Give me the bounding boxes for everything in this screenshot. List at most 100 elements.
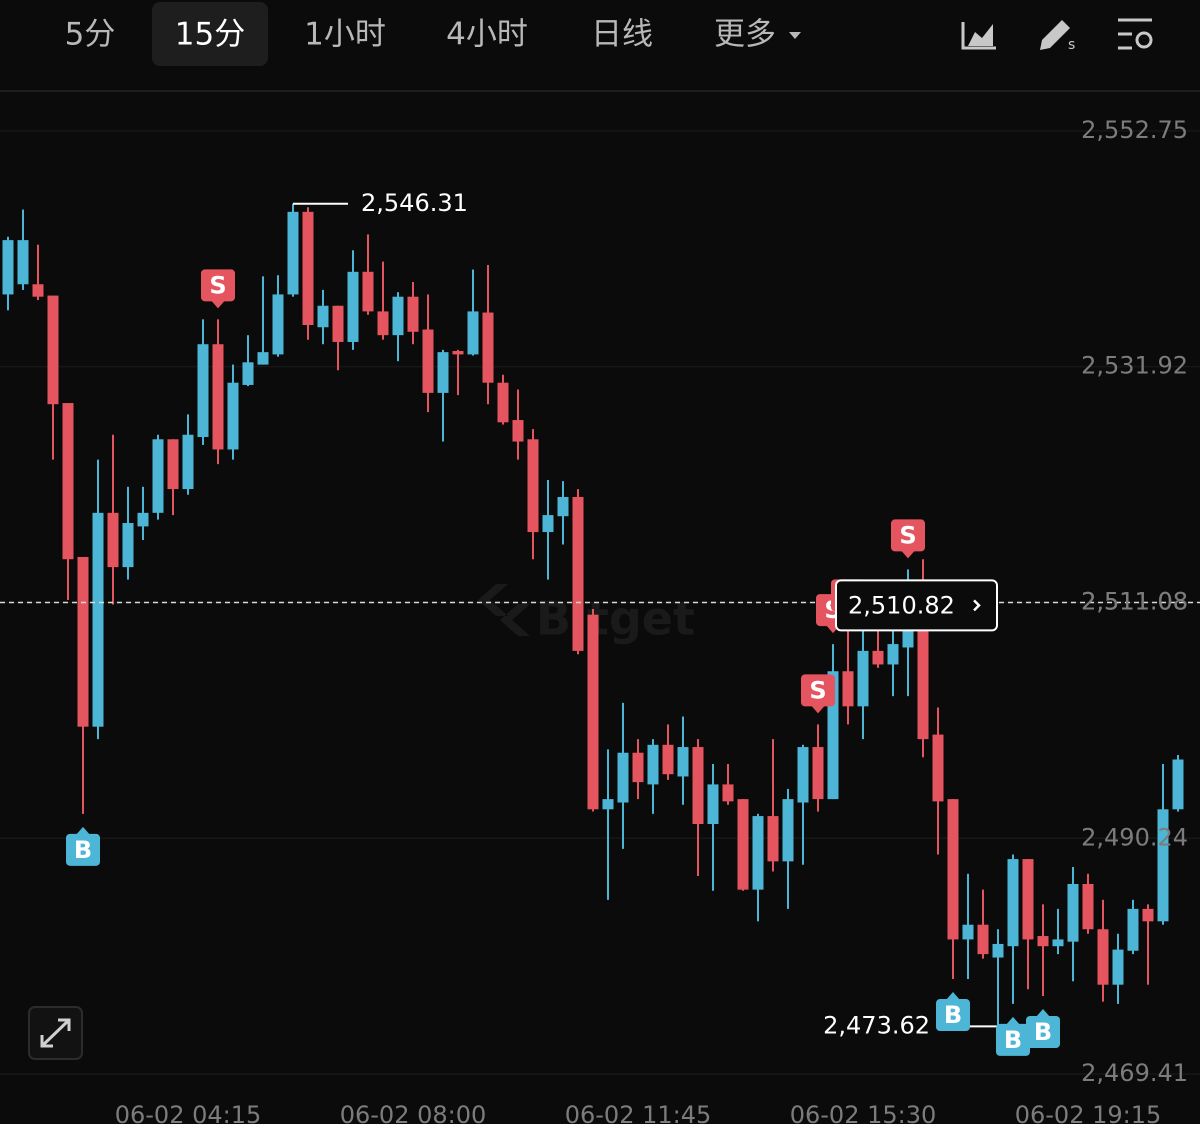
signal-badge <box>801 674 835 707</box>
candle-body <box>1067 883 1079 942</box>
candle-body <box>587 614 599 810</box>
timeframe-tab[interactable]: 5分 <box>65 17 116 53</box>
buy-signal: B <box>1026 1009 1060 1049</box>
candle-body <box>242 362 254 385</box>
candle-body <box>317 305 329 328</box>
timeframe-tabs: 5分 15分 1小时 4小时 日线 更多 <box>65 2 801 66</box>
y-tick-label: 2,552.75 <box>1081 116 1188 144</box>
candle-body <box>542 515 554 533</box>
y-tick-label: 2,469.41 <box>1081 1059 1188 1087</box>
candle-body <box>377 311 389 336</box>
candle-body <box>1112 949 1124 985</box>
candle-body <box>722 784 734 802</box>
signal-badge <box>66 833 100 866</box>
signal-badge <box>1026 1016 1060 1049</box>
candle-body <box>407 296 419 332</box>
candle-body <box>602 799 614 810</box>
candle-body <box>452 351 464 355</box>
candle-body <box>1037 936 1049 947</box>
candle-body <box>392 296 404 336</box>
candle-body <box>737 799 749 890</box>
candle-body <box>257 352 269 365</box>
candle-body <box>1007 859 1019 947</box>
timeframe-tab[interactable]: 日线 <box>591 17 653 53</box>
candle-body <box>962 924 974 940</box>
candle-body <box>617 752 629 803</box>
candle-body <box>557 496 569 517</box>
candle-body <box>122 523 134 568</box>
candle-body <box>422 329 434 393</box>
signal-label: B <box>1034 1018 1052 1046</box>
timeframe-tab[interactable]: 15分 <box>175 17 245 53</box>
candle-body <box>47 295 59 405</box>
candle-body <box>1127 908 1139 951</box>
plot-area: Bitget 06-02 04:15 06-02 08:00 06-02 11:45 0… <box>0 116 1200 1124</box>
chart-type-icon[interactable] <box>961 22 996 50</box>
signal-pointer <box>1036 1009 1050 1018</box>
watermark: Bitget <box>478 584 695 646</box>
candle-body <box>332 305 344 342</box>
timeframe-tab[interactable]: 更多 <box>714 17 776 53</box>
candle-body <box>707 784 719 825</box>
candle-body <box>227 382 239 450</box>
candle-body <box>497 382 509 423</box>
price-tag[interactable]: 2,510.82 <box>835 579 998 632</box>
candle-body <box>1142 908 1154 922</box>
signal-pointer <box>811 705 825 714</box>
x-tick-label: 06-02 11:45 <box>565 1101 712 1124</box>
candle-body <box>872 650 884 665</box>
timeframe-tab[interactable]: 4小时 <box>446 17 528 53</box>
candle-body <box>152 439 164 513</box>
signal-label: B <box>944 1001 962 1029</box>
candle-body <box>632 752 644 783</box>
candle-body <box>167 439 179 490</box>
candle-body <box>782 799 794 862</box>
signal-pointer <box>211 300 225 309</box>
indicator-settings-icon[interactable] <box>1118 18 1153 50</box>
candle-body <box>1097 929 1109 985</box>
buy-signal: B <box>936 992 970 1032</box>
candle-body <box>797 747 809 803</box>
candle-body <box>197 344 209 438</box>
crosshair-label: 2,511.08 <box>1081 587 1188 615</box>
signal-pointer <box>901 550 915 559</box>
sell-signal: S <box>201 269 235 309</box>
expand-button[interactable] <box>28 1006 83 1060</box>
candle-body <box>1082 883 1094 930</box>
candle-body <box>857 650 869 707</box>
signal-pointer <box>76 826 90 835</box>
signal-badge <box>936 999 970 1032</box>
candle-body <box>977 924 989 955</box>
candle-body <box>137 512 149 527</box>
candle-body <box>572 496 584 651</box>
y-tick-label: 2,531.92 <box>1081 352 1188 380</box>
dropdown-caret <box>789 32 801 39</box>
x-tick-label: 06-02 08:00 <box>340 1101 487 1124</box>
signal-label: B <box>74 836 92 864</box>
active-tab-background <box>152 2 268 66</box>
candle-body <box>512 420 524 442</box>
signal-badge <box>201 269 235 302</box>
y-tick-label: 2,511.08 <box>1081 587 1188 615</box>
candle-body <box>362 271 374 312</box>
candle-body <box>992 943 1004 958</box>
watermark-text: Bitget <box>536 592 695 646</box>
candle-body <box>1172 759 1184 810</box>
buy-signal: B <box>66 826 100 866</box>
price-tag-label: 2,510.82 <box>848 591 955 619</box>
candle-body <box>692 747 704 825</box>
sell-signal: S <box>891 519 925 559</box>
timeframe-tab[interactable]: 1小时 <box>304 17 386 53</box>
price-tag-box <box>835 579 998 632</box>
candle-body <box>947 799 959 940</box>
x-tick-label: 06-02 19:15 <box>1015 1101 1162 1124</box>
candle-body <box>272 294 284 355</box>
draw-tool-icon[interactable]: s <box>1040 20 1075 53</box>
candle-body <box>212 344 224 450</box>
candle-body <box>1022 859 1034 940</box>
candle-body <box>347 271 359 342</box>
candle-body <box>287 211 299 295</box>
candle-body <box>767 816 779 862</box>
